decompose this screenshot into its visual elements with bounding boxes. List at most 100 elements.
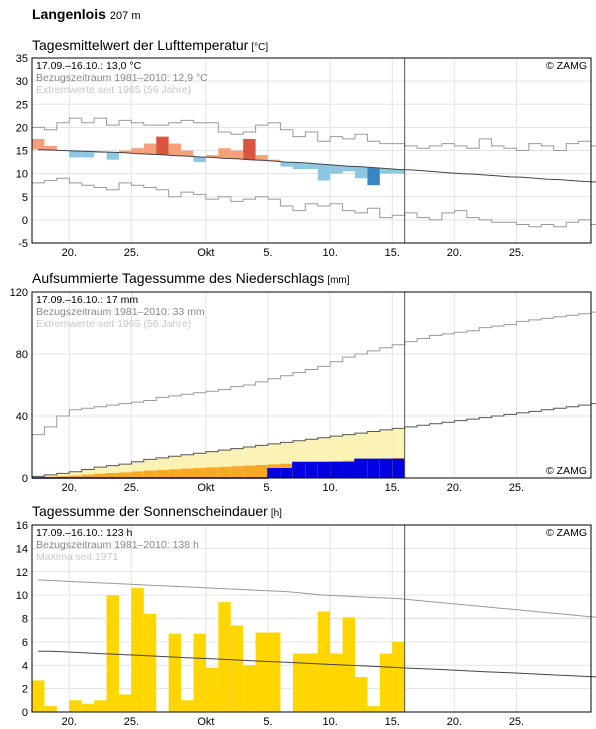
precipitation-x-tick-label: 20. xyxy=(447,482,462,494)
temperature-bar xyxy=(181,150,194,157)
precipitation-cumulative-bar xyxy=(392,459,405,478)
precipitation-reference-area xyxy=(81,469,95,478)
temperature-bar xyxy=(243,138,256,160)
precipitation-extreme-max-line xyxy=(32,311,596,436)
temperature-bar xyxy=(205,155,219,158)
temperature-bar xyxy=(69,150,82,158)
precipitation-watermark: © ZAMG xyxy=(546,465,587,477)
sunshine-bar xyxy=(131,588,144,712)
sunshine-bar xyxy=(81,703,95,712)
precipitation-x-tick-label: 10. xyxy=(322,482,337,494)
precipitation-cumulative-bar xyxy=(317,462,331,478)
sunshine-bar xyxy=(106,595,119,712)
temperature-title-text: Tagesmittelwert der Lufttemperatur xyxy=(32,37,249,53)
temperature-info-reference: Bezugszeitraum 1981–2010: 12,9 °C xyxy=(36,72,208,84)
temperature-x-tick-label: Okt xyxy=(197,247,214,259)
precipitation-cumulative-bar xyxy=(354,459,368,478)
precipitation-orange-area xyxy=(243,465,256,478)
precipitation-orange-area xyxy=(56,476,70,478)
sunshine-bar xyxy=(379,653,393,712)
temperature-x-tick-label: 20. xyxy=(62,247,77,259)
sunshine-unit: [h] xyxy=(270,508,282,519)
sunshine-x-tick-label: Okt xyxy=(197,716,214,728)
sunshine-x-tick-label: 20. xyxy=(62,716,77,728)
sunshine-bar xyxy=(69,700,82,712)
temperature-info-extremes: Extremwerte seit 1965 (56 Jahre) xyxy=(36,84,191,96)
precipitation-x-tick-label: 5. xyxy=(263,482,272,494)
temperature-bar xyxy=(193,156,206,163)
temperature-bar xyxy=(342,166,355,172)
temperature-y-tick-label: 30 xyxy=(16,76,28,88)
precipitation-y-tick-label: 120 xyxy=(10,287,28,299)
station-header: Langenlois 207 m xyxy=(32,6,140,22)
precipitation-title-text: Aufsummierte Tagessumme des Niederschlag… xyxy=(32,270,325,286)
precipitation-cumulative-bar xyxy=(342,462,355,478)
temperature-y-tick-label: 20 xyxy=(16,122,28,134)
sunshine-y-tick-label: 14 xyxy=(16,543,28,555)
precipitation-x-tick-label: 25. xyxy=(509,482,524,494)
temperature-y-tick-label: -5 xyxy=(18,238,28,250)
temperature-bar xyxy=(367,167,380,186)
precipitation-cumulative-bar xyxy=(268,468,281,478)
sunshine-bar xyxy=(342,617,355,712)
temperature-plot-frame xyxy=(31,57,592,244)
precipitation-y-tick-label: 80 xyxy=(16,349,28,361)
precipitation-reference-line xyxy=(32,403,596,477)
sunshine-bar xyxy=(292,653,306,712)
temperature-bar xyxy=(305,163,318,169)
precipitation-unit: [mm] xyxy=(327,275,350,286)
sunshine-watermark: © ZAMG xyxy=(546,527,587,539)
temperature-y-tick-label: 35 xyxy=(16,53,28,65)
sunshine-y-tick-label: 16 xyxy=(16,520,28,532)
sunshine-bar xyxy=(268,632,281,712)
sunshine-y-tick-label: 10 xyxy=(16,590,28,602)
precipitation-orange-area xyxy=(193,468,206,478)
sunshine-bar xyxy=(193,633,206,712)
precipitation-info-reference: Bezugszeitraum 1981–2010: 33 mm xyxy=(36,306,205,318)
temperature-bar xyxy=(131,148,144,154)
temperature-bar xyxy=(118,150,132,153)
temperature-x-tick-label: 25. xyxy=(509,247,524,259)
precipitation-plot-frame xyxy=(31,291,592,479)
precipitation-orange-area xyxy=(168,469,182,478)
temperature-bar xyxy=(168,143,182,156)
sunshine-max-line xyxy=(38,579,596,618)
sunshine-y-tick-label: 2 xyxy=(22,684,28,696)
sunshine-bar xyxy=(32,680,45,712)
precipitation-orange-area xyxy=(69,475,82,478)
temperature-bar xyxy=(292,162,306,169)
temperature-bar xyxy=(354,166,368,179)
temperature-y-tick-label: 5 xyxy=(22,192,28,204)
temperature-bar xyxy=(280,162,293,167)
precipitation-info-extremes: Extremwerte seit 1965 (56 Jahre) xyxy=(36,318,191,330)
sunshine-bar xyxy=(181,700,194,712)
sunshine-x-tick-label: 15. xyxy=(385,716,400,728)
temperature-bar xyxy=(143,143,157,155)
sunshine-bar xyxy=(218,602,231,712)
temperature-bar xyxy=(317,164,331,181)
sunshine-title: Tagessumme der Sonnenscheindauer [h] xyxy=(32,503,282,519)
precipitation-orange-area xyxy=(255,464,269,478)
precipitation-cumulative-bar xyxy=(305,462,318,478)
temperature-y-tick-label: 0 xyxy=(22,215,28,227)
temperature-unit: [°C] xyxy=(251,42,269,53)
sunshine-bar xyxy=(143,613,157,712)
temperature-y-tick-label: 25 xyxy=(16,99,28,111)
sunshine-bar xyxy=(168,633,182,712)
precipitation-reference-area xyxy=(94,467,107,478)
temperature-x-tick-label: 5. xyxy=(263,247,272,259)
precipitation-orange-area xyxy=(106,473,119,478)
precipitation-orange-area xyxy=(118,472,132,478)
sunshine-x-tick-label: 25. xyxy=(509,716,524,728)
precipitation-reference-area xyxy=(44,474,57,478)
sunshine-title-text: Tagessumme der Sonnenscheindauer xyxy=(32,503,268,519)
sunshine-x-tick-label: 20. xyxy=(447,716,462,728)
sunshine-x-tick-label: 5. xyxy=(263,716,272,728)
temperature-x-tick-label: 25. xyxy=(124,247,139,259)
sunshine-bar xyxy=(118,694,132,712)
precipitation-title: Aufsummierte Tagessumme des Niederschlag… xyxy=(32,270,350,286)
temperature-y-tick-label: 15 xyxy=(16,146,28,158)
sunshine-bar xyxy=(230,625,244,712)
temperature-watermark: © ZAMG xyxy=(546,60,587,72)
